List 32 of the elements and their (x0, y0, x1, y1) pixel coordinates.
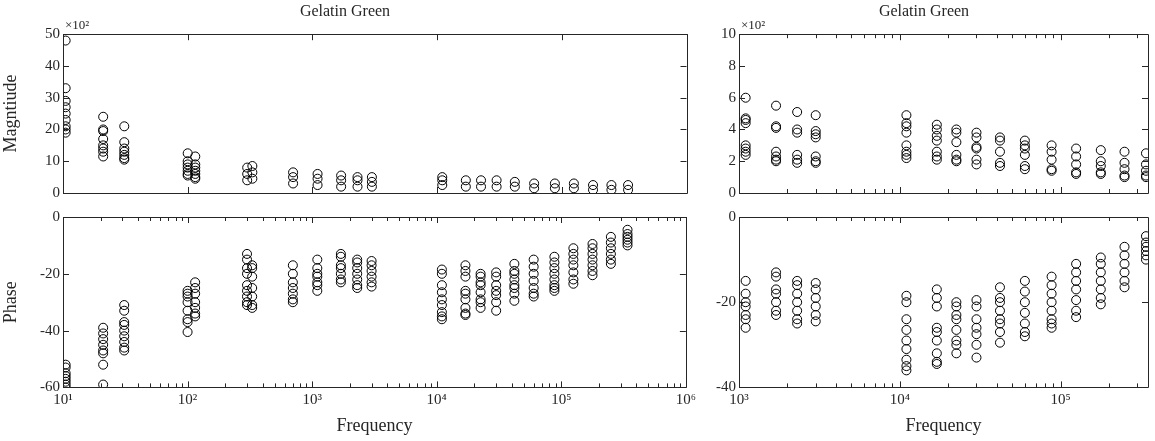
text: ×10² (65, 17, 90, 33)
y-tick-label: 40 (45, 56, 60, 73)
x-tick-label: 10⁴ (889, 391, 910, 408)
y-tick-label: 0 (728, 183, 736, 200)
y-tick-label: -20 (40, 264, 60, 281)
y-tick-label: -20 (716, 293, 736, 310)
x-tick-label: 10⁵ (1050, 391, 1071, 408)
x-tick-label: 10³ (302, 391, 323, 408)
y-axis-title: Magntiude (0, 74, 20, 153)
y-tick-label: 10 (45, 152, 60, 169)
y-tick-label: 50 (45, 25, 60, 42)
y-tick-label: 0 (728, 207, 736, 224)
x-axis-title: Frequency (336, 414, 413, 435)
y-tick-label: 2 (728, 152, 736, 169)
x-tick-label: 10⁴ (426, 391, 447, 408)
text: ×10² (741, 17, 766, 33)
chart-title: Gelatin Green (878, 1, 970, 19)
y-tick-label: 6 (728, 88, 737, 105)
x-tick-label: 10² (177, 391, 198, 408)
y-tick-label: 20 (45, 120, 60, 137)
chart-title: Gelatin Green (299, 1, 391, 19)
y-tick-label: 10 (721, 25, 736, 42)
x-axis-title: Frequency (905, 414, 982, 435)
y-tick-label: 0 (52, 207, 60, 224)
y-axis-title: Phase (0, 281, 20, 324)
y-tick-label: 0 (52, 183, 60, 200)
y-tick-label: 4 (728, 120, 737, 137)
x-tick-label: 10⁵ (551, 391, 572, 408)
x-tick-label: 10⁶ (675, 391, 696, 408)
y-tick-label: -40 (40, 321, 60, 338)
y-tick-label: 30 (45, 88, 60, 105)
y-tick-label: 8 (728, 56, 736, 73)
